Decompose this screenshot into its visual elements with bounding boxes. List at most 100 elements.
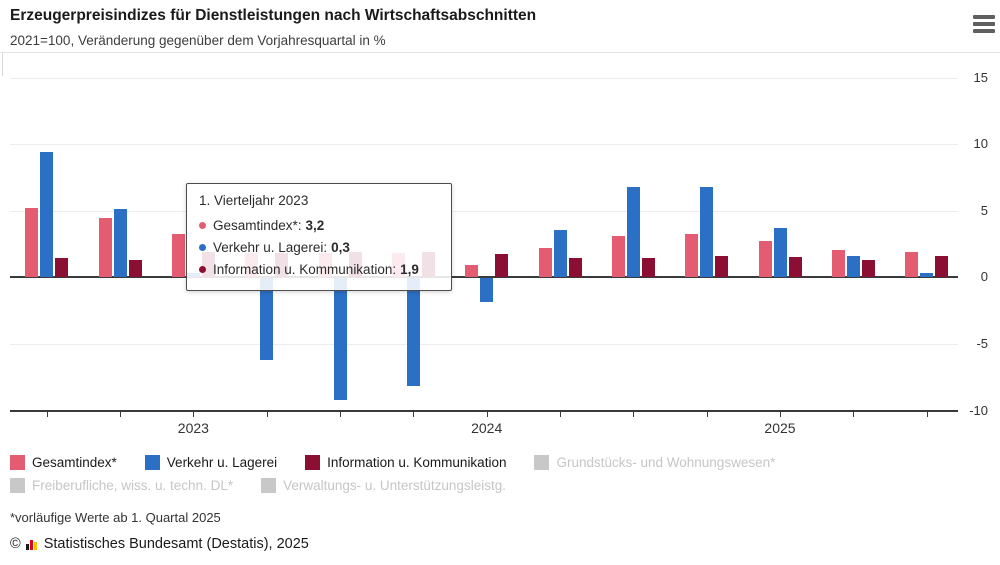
bar-information-u-kommunikation-2[interactable] [128,259,142,277]
bar-gesamtindex--11[interactable] [758,241,772,277]
legend-item-verwaltungs-u-unterst-tzungsleistg-[interactable]: Verwaltungs- u. Unterstützungsleistg. [261,478,506,493]
x-axis-year-label-2024: 2024 [471,420,503,436]
legend-swatch-icon [261,478,277,493]
tooltip-row: Verkehr u. Lagerei: 0,3 [199,236,439,258]
bar-verkehr-u-lagerei-12[interactable] [846,255,860,277]
x-axis-tick [853,410,855,417]
gridline-10 [10,144,958,145]
legend-label: Verkehr u. Lagerei [166,455,278,470]
bar-verkehr-u-lagerei-1[interactable] [40,151,54,277]
chart-subtitle: 2021=100, Veränderung gegenüber dem Vorj… [10,33,386,48]
bar-verkehr-u-lagerei-7[interactable] [480,278,494,302]
hamburger-bar [973,15,995,19]
hamburger-bar [973,29,995,33]
x-axis-tick [560,410,561,417]
legend-row-2: Freiberufliche, wiss. u. techn. DL* Verwa… [10,478,534,493]
x-axis-tick [706,410,708,417]
legend-label: Grundstücks- und Wohnungswesen* [556,455,776,470]
tooltip-row: Information u. Kommunikation: 1,9 [199,258,439,280]
source-text: Statistisches Bundesamt (Destatis), 2025 [43,536,309,552]
hover-tooltip: 1. Vierteljahr 2023 Gesamtindex*: 3,2 Verk… [186,183,452,291]
bar-gesamtindex--9[interactable] [611,235,625,277]
x-axis-tick [193,410,195,417]
bar-gesamtindex--10[interactable] [685,234,699,277]
legend-swatch-icon [144,455,160,470]
bar-information-u-kommunikation-10[interactable] [715,255,729,277]
bar-verkehr-u-lagerei-11[interactable] [773,227,787,277]
x-axis-tick [633,410,635,417]
legend-item-freiberufliche-wiss-u-techn-dl-[interactable]: Freiberufliche, wiss. u. techn. DL* [10,478,233,493]
y-axis-tick-label: 10 [973,136,988,151]
zero-baseline [10,276,958,278]
header-divider [0,52,1000,53]
legend-swatch-icon [10,478,25,493]
bar-verkehr-u-lagerei-5[interactable] [333,278,347,401]
bar-information-u-kommunikation-7[interactable] [495,254,509,277]
x-axis-tick [46,410,48,417]
tooltip-series-value: 0,3 [331,239,350,255]
legend-row-1: Gesamtindex* Verkehr u. Lagerei Informatio… [10,455,803,470]
bar-information-u-kommunikation-8[interactable] [568,258,582,277]
logo-bar [33,541,37,550]
x-axis-tick [413,410,415,417]
tooltip-title: 1. Vierteljahr 2023 [199,193,309,208]
series-dot-icon [199,243,206,251]
y-axis-tick-label: 15 [973,69,988,85]
bar-verkehr-u-lagerei-8[interactable] [553,230,567,277]
gridline-5 [10,210,958,212]
bar-verkehr-u-lagerei-10[interactable] [700,186,714,277]
x-axis-year-label-2023: 2023 [177,420,209,436]
logo-bar [29,539,33,550]
y-axis-tick-label: 5 [980,202,988,218]
bar-information-u-kommunikation-13[interactable] [935,255,949,277]
legend-item-gesamtindex-[interactable]: Gesamtindex* [10,455,117,470]
tooltip-series-label: Gesamtindex*: [213,217,302,233]
bar-information-u-kommunikation-1[interactable] [55,258,69,277]
y-axis-stub [2,52,3,76]
bar-gesamtindex--2[interactable] [98,218,112,277]
bar-gesamtindex--7[interactable] [465,265,479,277]
hamburger-bar [973,22,995,26]
bar-gesamtindex--8[interactable] [538,247,552,277]
legend-swatch-icon [534,455,550,470]
tooltip-series-label: Verkehr u. Lagerei: [213,239,328,255]
bar-verkehr-u-lagerei-4[interactable] [260,278,274,361]
bar-gesamtindex--12[interactable] [831,250,845,277]
tooltip-rows: Gesamtindex*: 3,2 Verkehr u. Lagerei: 0,3 In… [199,214,439,280]
y-axis-tick-label: -5 [976,335,988,351]
legend-item-grundst-cks-und-wohnungswesen-[interactable]: Grundstücks- und Wohnungswesen* [534,455,775,470]
legend-item-information-u-kommunikation[interactable]: Information u. Kommunikation [305,455,506,470]
hamburger-menu-icon[interactable] [973,15,995,33]
chart-title: Erzeugerpreisindizes für Dienstleistunge… [10,7,537,24]
bar-verkehr-u-lagerei-6[interactable] [406,278,420,386]
legend-item-verkehr-u-lagerei[interactable]: Verkehr u. Lagerei [144,455,278,470]
legend-label: Gesamtindex* [32,455,117,470]
tooltip-series-value: 3,2 [305,217,325,233]
x-axis-tick [340,410,342,417]
legend-swatch-icon [305,455,321,470]
bar-information-u-kommunikation-9[interactable] [641,258,655,277]
series-dot-icon [199,265,206,273]
tooltip-series-value: 1,9 [400,261,419,277]
y-axis-tick-label: 0 [980,269,988,284]
bar-information-u-kommunikation-11[interactable] [788,257,802,277]
footnote: *vorläufige Werte ab 1. Quartal 2025 [10,510,221,525]
legend-label: Freiberufliche, wiss. u. techn. DL* [32,478,234,493]
x-axis-tick [266,410,268,417]
bar-information-u-kommunikation-12[interactable] [861,259,875,277]
bar-gesamtindex--3[interactable] [171,234,185,277]
series-dot-icon [199,221,206,229]
legend-label: Verwaltungs- u. Unterstützungsleistg. [283,478,506,493]
x-axis-line [10,409,958,412]
logo-bar [25,543,29,550]
bar-gesamtindex--13[interactable] [905,251,919,277]
bar-verkehr-u-lagerei-9[interactable] [626,186,640,277]
tooltip-series-label: Information u. Kommunikation: [213,261,397,277]
bar-verkehr-u-lagerei-2[interactable] [113,209,127,277]
bar-gesamtindex--1[interactable] [25,207,39,277]
destatis-bar-chart-logo-icon [25,539,38,550]
legend-label: Information u. Kommunikation [327,455,507,470]
x-axis-tick [780,410,781,417]
y-axis-tick-label: -10 [969,402,988,418]
bar-verkehr-u-lagerei-13[interactable] [920,273,934,277]
